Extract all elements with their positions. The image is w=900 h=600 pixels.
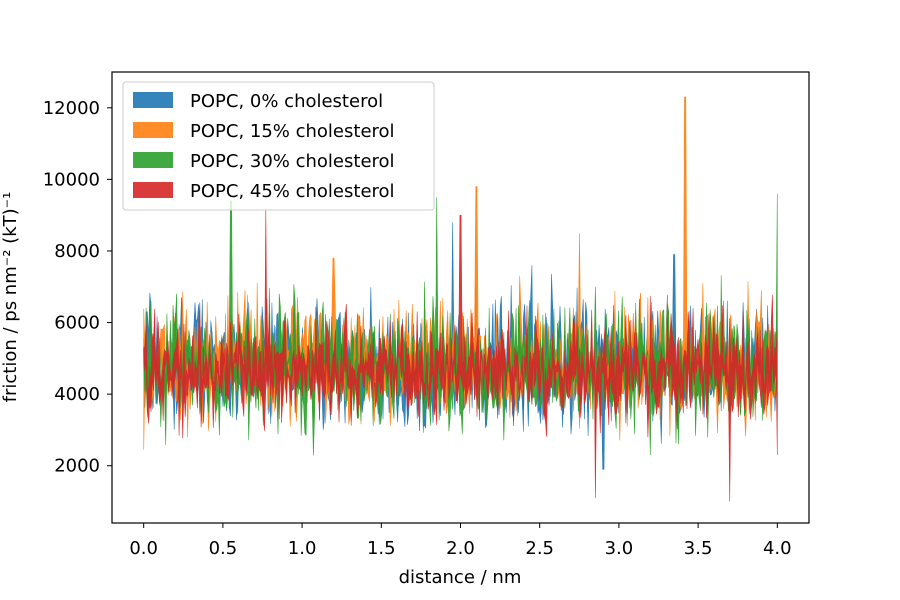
legend-swatch-2 — [133, 152, 173, 168]
legend-label-0: POPC, 0% cholesterol — [190, 91, 383, 112]
x-tick-label: 4.0 — [763, 538, 792, 559]
x-tick-label: 3.0 — [605, 538, 634, 559]
x-tick-label: 3.5 — [684, 538, 713, 559]
legend-box — [122, 81, 435, 211]
y-tick-label: 8000 — [54, 241, 100, 262]
y-tick-label: 2000 — [54, 456, 100, 477]
x-tick-label: 0.0 — [129, 538, 158, 559]
y-axis-label: friction / ps nm⁻² (kT)⁻¹ — [0, 192, 21, 403]
x-tick-label: 2.0 — [446, 538, 475, 559]
x-tick-label: 1.5 — [367, 538, 396, 559]
x-tick-label: 0.5 — [209, 538, 238, 559]
legend: POPC, 0% cholesterol POPC, 15% cholestero… — [122, 81, 435, 211]
series-layer — [143, 96, 778, 502]
y-tick-label: 12000 — [43, 98, 100, 119]
legend-swatch-0 — [133, 92, 173, 108]
series-area-3 — [143, 207, 778, 502]
x-axis-ticks: 0.0 0.5 1.0 1.5 2.0 2.5 3.0 3.5 4.0 — [129, 523, 792, 559]
legend-swatch-1 — [133, 122, 173, 138]
y-tick-label: 6000 — [54, 313, 100, 334]
y-axis-ticks: 2000 4000 6000 8000 10000 12000 — [43, 98, 112, 477]
legend-swatch-3 — [133, 182, 173, 198]
x-tick-label: 1.0 — [288, 538, 317, 559]
legend-label-1: POPC, 15% cholesterol — [190, 121, 395, 142]
legend-label-3: POPC, 45% cholesterol — [190, 181, 395, 202]
x-tick-label: 2.5 — [525, 538, 554, 559]
y-tick-label: 4000 — [54, 384, 100, 405]
y-tick-label: 10000 — [43, 169, 100, 190]
x-axis-label: distance / nm — [399, 567, 522, 588]
legend-label-2: POPC, 30% cholesterol — [190, 151, 395, 172]
